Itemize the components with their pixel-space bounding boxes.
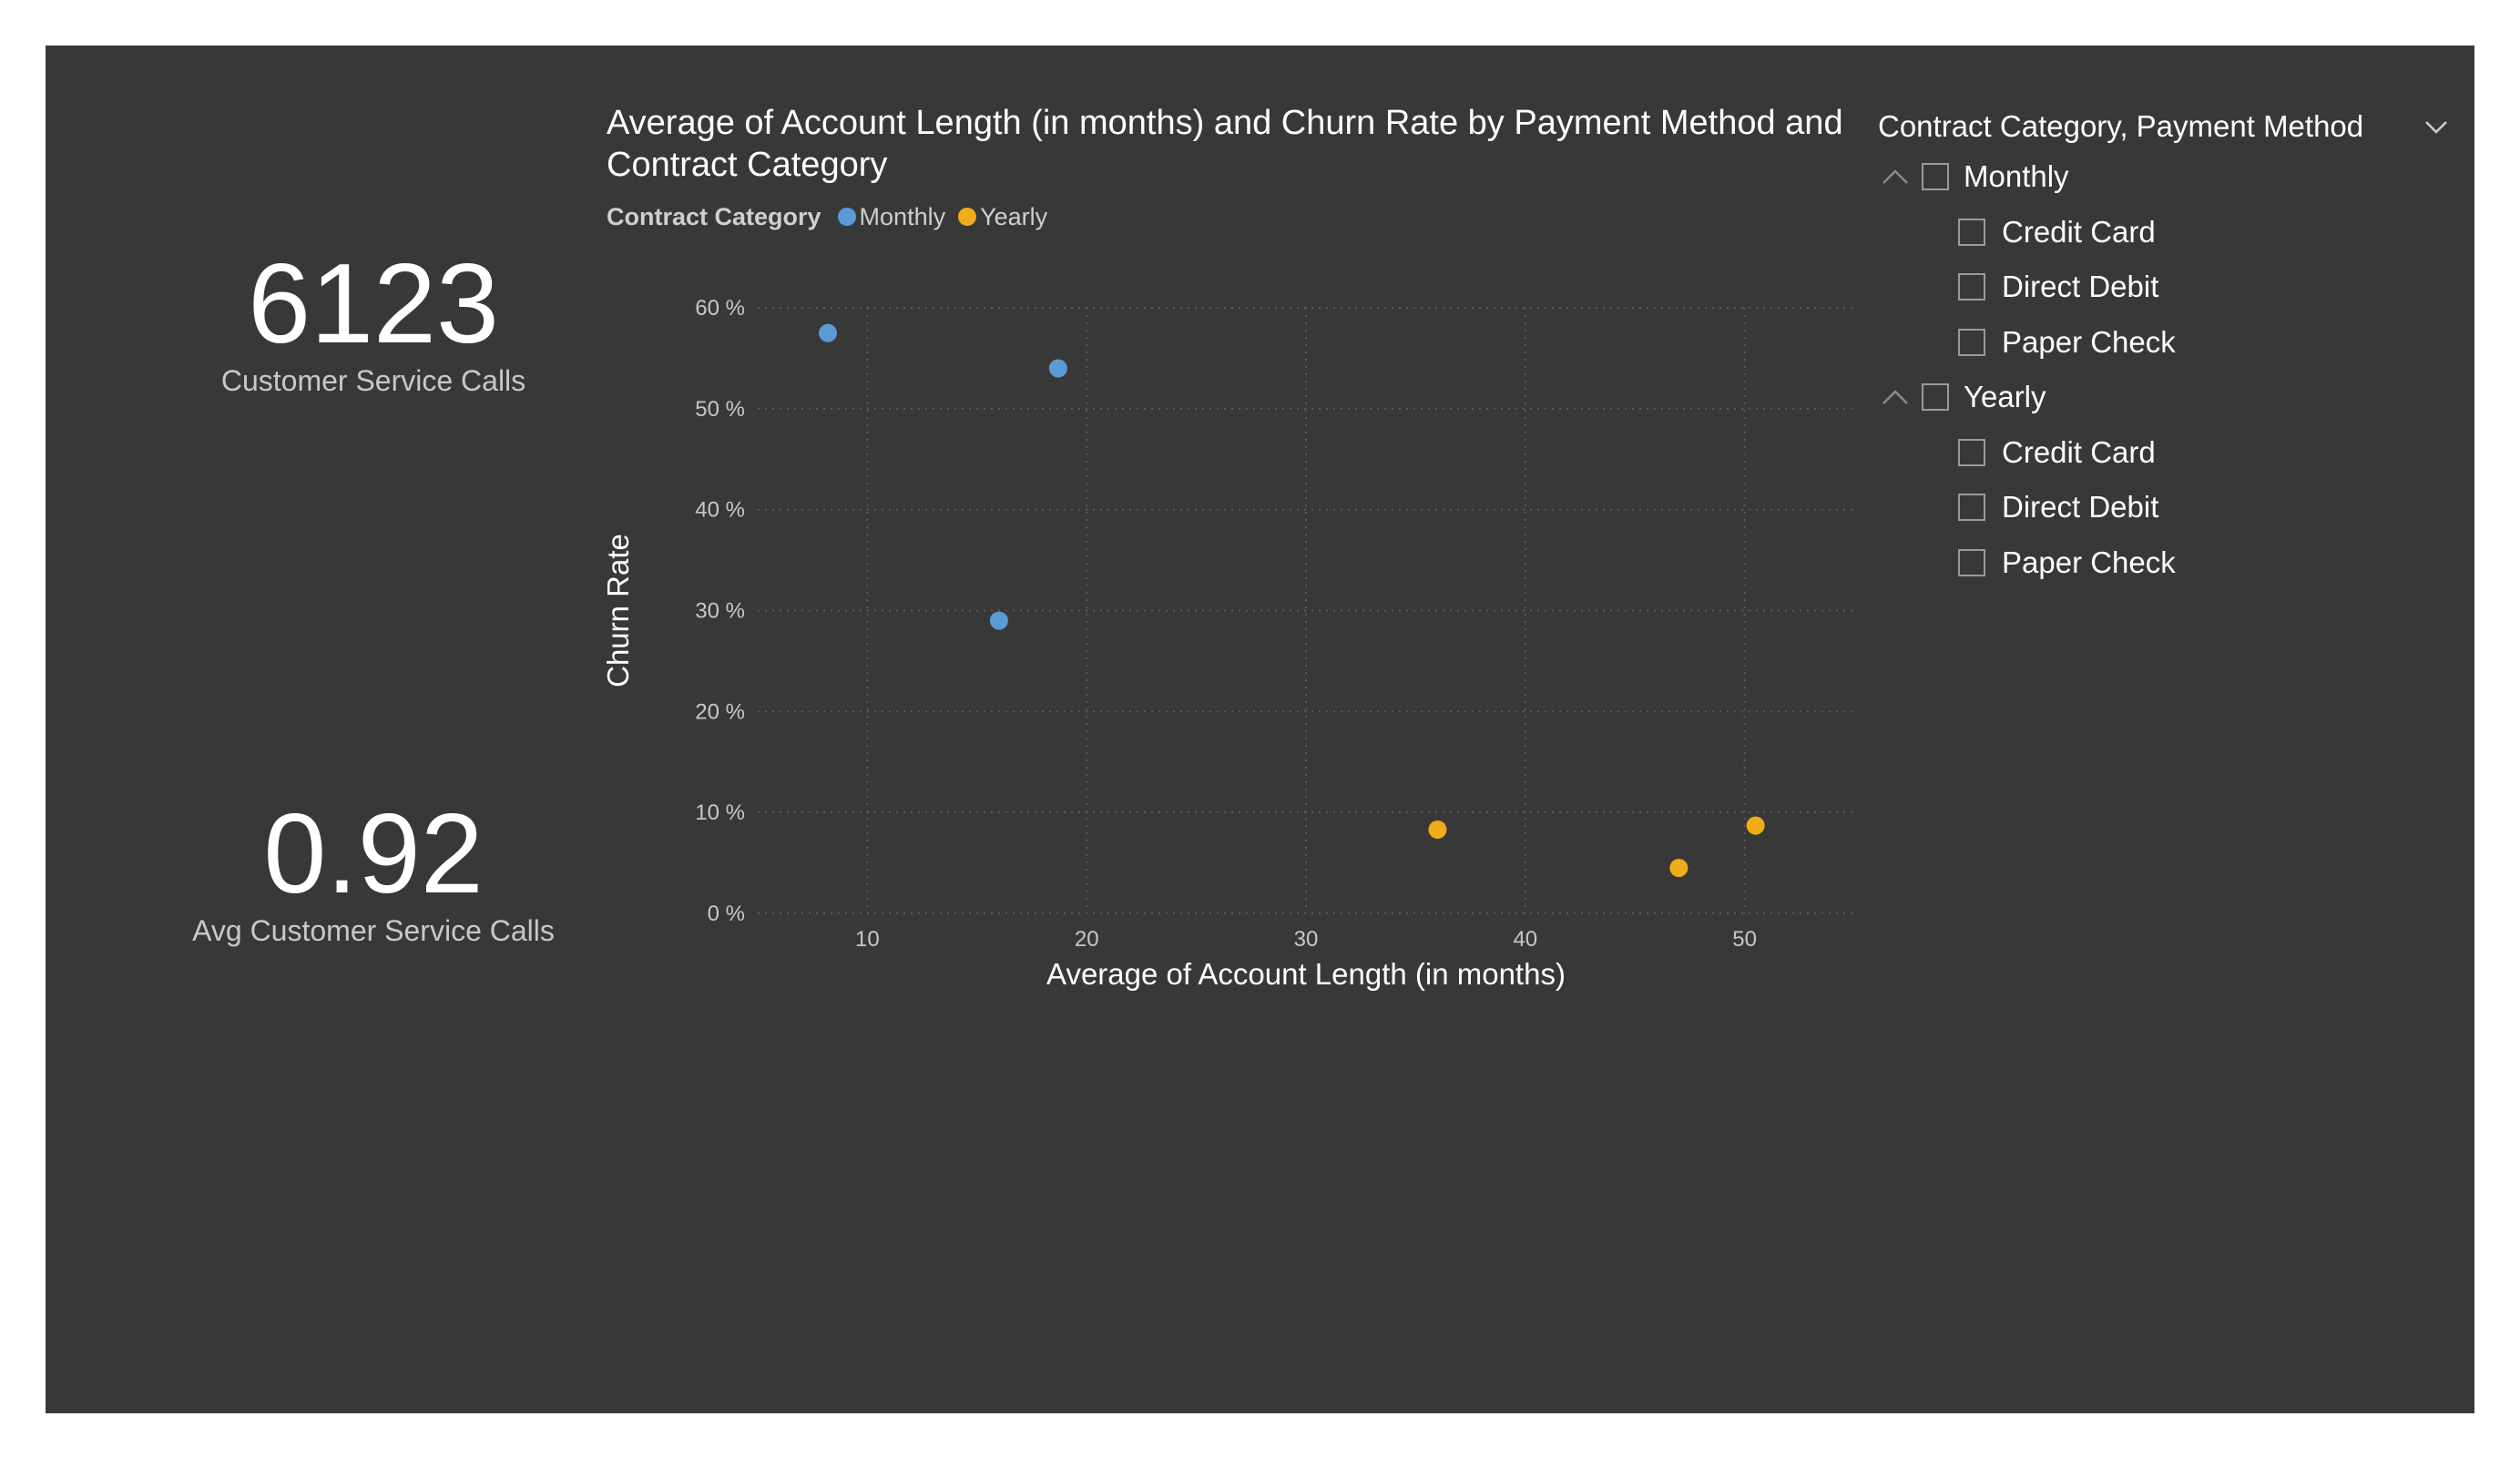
y-axis-title: Churn Rate [601,534,635,688]
slicer-group-monthly[interactable]: Monthly [1878,149,2461,205]
slicer-item-label: Paper Check [2002,545,2176,579]
chevron-up-icon[interactable] [1878,382,1913,413]
kpi-label: Avg Customer Service Calls [192,914,555,947]
chevron-down-icon[interactable] [2421,111,2452,142]
chart-legend: Contract Category Monthly Yearly [607,201,1060,232]
slicer-item-label: Credit Card [2002,434,2156,469]
data-point-yearly[interactable] [1669,859,1689,878]
checkbox[interactable] [1958,494,1985,522]
slicer-item-label: Direct Debit [2002,270,2159,304]
y-tick-label: 10 % [695,800,745,825]
slicer-item-label: Direct Debit [2002,490,2159,525]
slicer-contract-payment: Contract Category, Payment Method Monthl… [1878,104,2461,590]
slicer-item-label: Monthly [1964,159,2069,194]
checkbox[interactable] [1958,273,1985,301]
y-tick-label: 0 % [708,902,745,926]
slicer-item-paper-check[interactable]: Paper Check [1878,535,2461,591]
x-axis-title: Average of Account Length (in months) [1046,957,1566,991]
y-tick-label: 40 % [695,498,745,523]
checkbox[interactable] [1958,218,1985,246]
data-point-monthly[interactable] [989,611,1008,630]
kpi-card-customer-service-calls[interactable]: 6123 Customer Service Calls [100,248,647,398]
y-tick-label: 50 % [695,397,745,422]
kpi-value: 0.92 [263,791,484,917]
slicer-item-credit-card[interactable]: Credit Card [1878,425,2461,481]
slicer-header: Contract Category, Payment Method [1878,104,2461,149]
legend-item-yearly[interactable]: Yearly [958,201,1047,232]
chart-title: Average of Account Length (in months) an… [607,104,1843,184]
checkbox[interactable] [1958,548,1985,576]
kpi-card-avg-customer-service-calls[interactable]: 0.92 Avg Customer Service Calls [100,798,647,948]
checkbox[interactable] [1958,328,1985,356]
slicer-item-direct-debit[interactable]: Direct Debit [1878,260,2461,315]
legend-label: Monthly [859,203,946,230]
data-point-monthly[interactable] [1048,359,1067,378]
report-canvas: 6123 Customer Service Calls 0.92 Avg Cus… [46,46,2474,1413]
kpi-label: Customer Service Calls [220,364,526,397]
data-point-yearly[interactable] [1746,816,1765,835]
legend-title: Contract Category [607,203,821,230]
x-tick-label: 20 [1075,927,1099,952]
slicer-item-direct-debit[interactable]: Direct Debit [1878,480,2461,535]
y-tick-label: 60 % [695,296,745,321]
slicer-item-paper-check[interactable]: Paper Check [1878,315,2461,371]
data-point-monthly[interactable] [819,323,838,342]
checkbox[interactable] [1922,383,1949,412]
checkbox[interactable] [1922,163,1949,191]
slicer-title: Contract Category, Payment Method [1878,109,2364,143]
legend-marker-monthly [837,208,856,226]
legend-label: Yearly [980,203,1048,230]
legend-item-monthly[interactable]: Monthly [837,201,946,232]
x-tick-label: 10 [855,927,880,952]
kpi-value: 6123 [248,241,499,367]
slicer-item-label: Credit Card [2002,214,2156,249]
slicer-item-credit-card[interactable]: Credit Card [1878,205,2461,260]
checkbox[interactable] [1958,438,1985,466]
y-tick-label: 30 % [695,599,745,624]
slicer-item-label: Paper Check [2002,324,2176,359]
slicer-group-yearly[interactable]: Yearly [1878,370,2461,425]
y-tick-label: 20 % [695,699,745,724]
data-point-yearly[interactable] [1428,820,1447,840]
x-tick-label: 50 [1732,927,1757,952]
slicer-item-label: Yearly [1964,380,2046,414]
x-tick-label: 30 [1294,927,1319,952]
x-tick-label: 40 [1513,927,1537,952]
scatter-chart[interactable]: 0 % 10 % 20 % 30 % 40 % 50 % 60 % 10 20 30 40 50 Ave… [592,255,1867,1002]
chevron-up-icon[interactable] [1878,161,1913,192]
legend-marker-yearly [958,208,977,226]
